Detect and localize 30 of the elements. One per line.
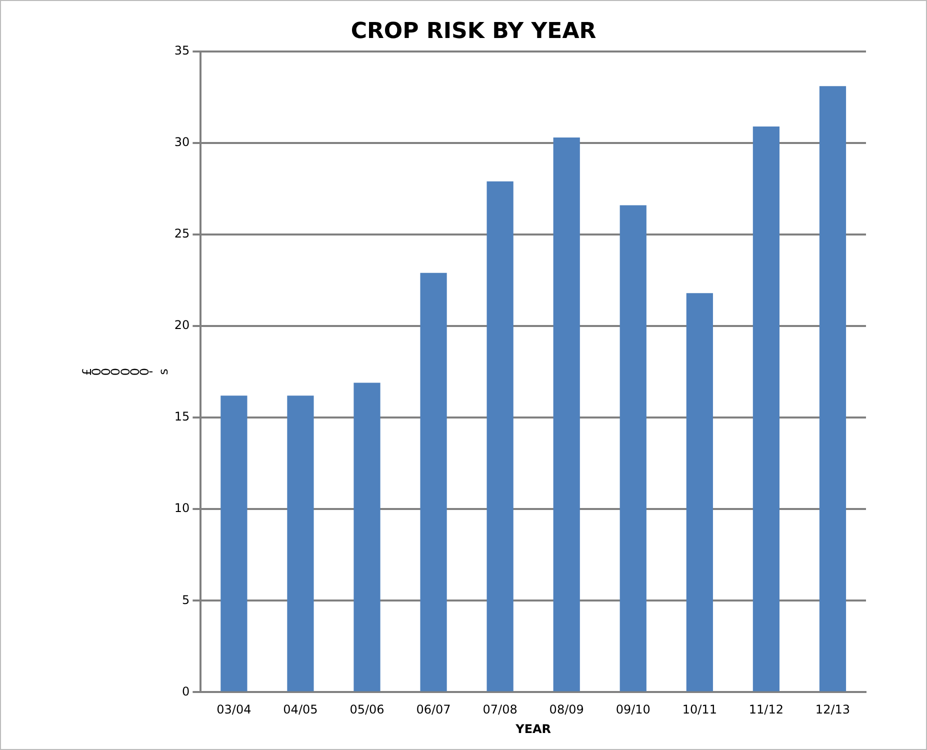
x-tick-label: 07/08 [482,702,518,717]
x-tick-label: 09/10 [616,702,650,717]
chart-title: CROP RISK BY YEAR [350,18,596,44]
x-tick-label: 11/12 [748,702,784,717]
y-tick-label: 10 [174,501,190,516]
y-tick-label: 20 [174,318,190,332]
y-tick-label: 25 [174,226,190,241]
y-tick-label: 30 [174,135,190,150]
bar [686,293,713,692]
bar [287,396,314,692]
x-tick-label: 04/05 [283,702,318,717]
y-tick-label: 15 [174,410,190,424]
bar [819,86,846,692]
bar [354,382,380,692]
bar [752,126,780,692]
bar [220,396,248,692]
x-tick-label: 10/11 [682,702,717,717]
x-axis-title: YEAR [514,722,552,736]
x-tick-label: 12/13 [815,702,850,717]
x-tick-label: 06/07 [416,702,451,717]
x-tick-label: 03/04 [216,702,252,717]
y-tick-label: 0 [182,684,190,698]
y-tick-label: 5 [182,592,190,607]
bar [486,181,514,692]
x-tick-label: 08/09 [549,702,584,717]
bar [620,205,646,692]
bar [553,137,580,692]
bar [420,272,447,692]
x-tick-label: 05/06 [350,702,384,717]
y-tick-label: 35 [174,44,190,58]
